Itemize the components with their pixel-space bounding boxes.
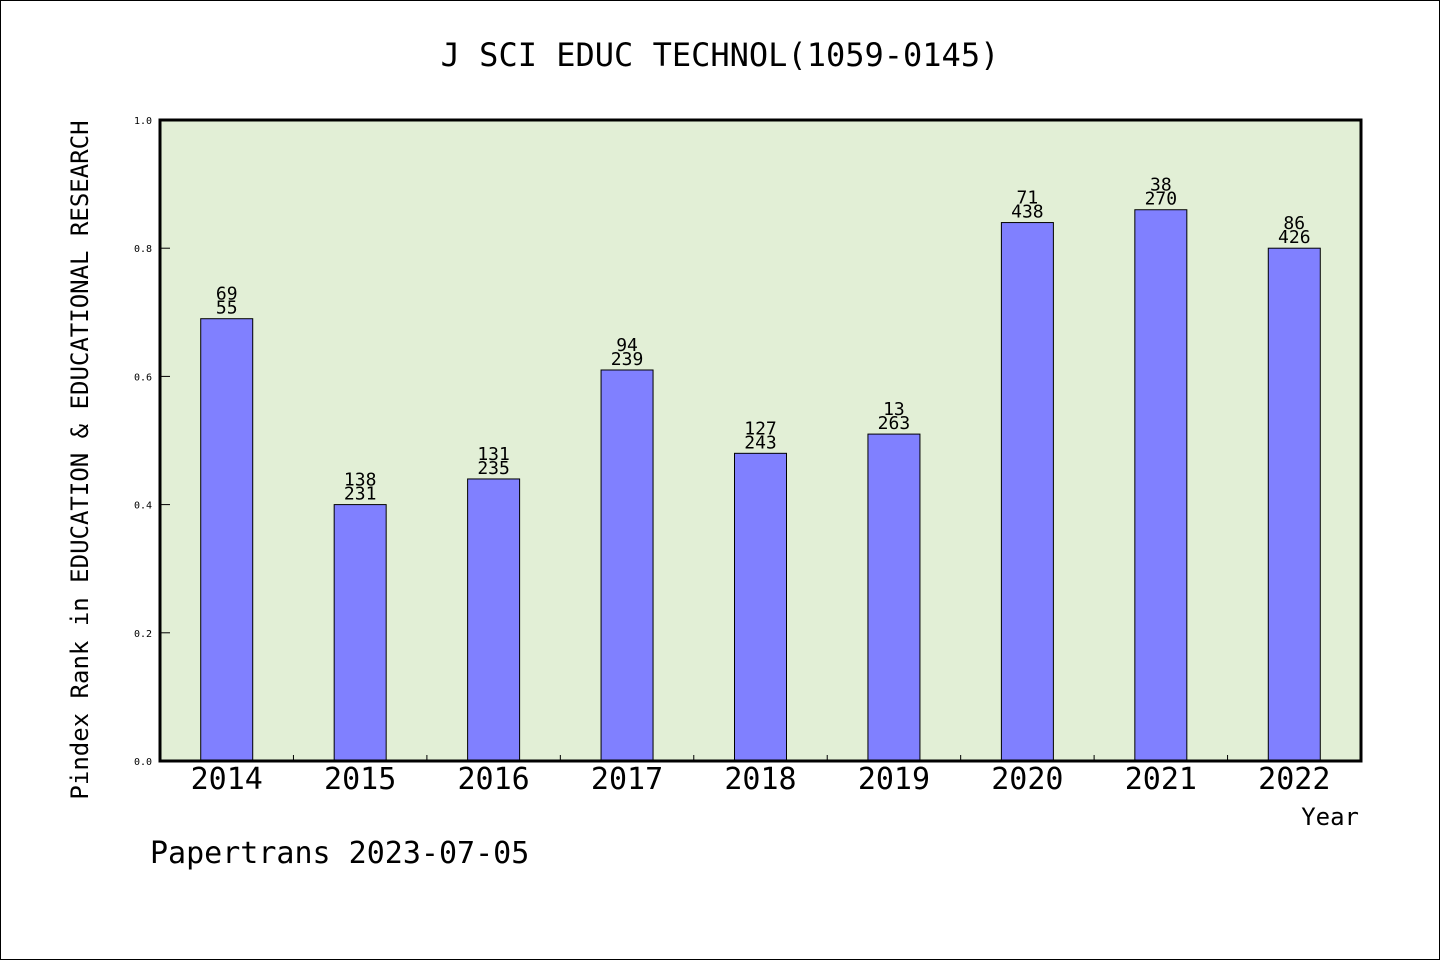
x-tick-label-2015: 2015 xyxy=(324,762,396,797)
bar-total-label-2021: 270 xyxy=(1145,189,1178,210)
bar-rank-label-2014: 69 xyxy=(216,284,238,305)
bar-total-label-2022: 426 xyxy=(1278,227,1311,248)
bar-2014 xyxy=(200,318,254,762)
bars-layer xyxy=(200,209,1321,762)
bar-rank-label-2015: 138 xyxy=(344,470,377,491)
bar-total-label-2016: 235 xyxy=(477,458,510,479)
x-tick-label-2018: 2018 xyxy=(724,762,796,797)
plot-border xyxy=(158,118,1363,763)
y-tick-label-0.2: 0.2 xyxy=(134,629,152,640)
y-tick-label-0.0: 0.0 xyxy=(134,757,152,768)
bar-2020 xyxy=(1000,222,1054,762)
x-axis-label: Year xyxy=(1301,803,1359,831)
bar-rank-label-2021: 38 xyxy=(1150,175,1172,196)
chart-title: J SCI EDUC TECHNOL(1059-0145) xyxy=(441,36,1000,74)
bar-2017 xyxy=(600,369,654,762)
bar-total-label-2015: 231 xyxy=(344,484,377,505)
bar-rank-label-2016: 131 xyxy=(477,444,510,465)
bar-2022 xyxy=(1267,247,1321,762)
x-axis: 2014 2015 2016 2017 2018 2019 2020 2021 2022 xyxy=(191,755,1330,797)
bar-2016 xyxy=(467,478,521,762)
bar-2021 xyxy=(1134,209,1188,762)
x-tick-label-2021: 2021 xyxy=(1125,762,1197,797)
bar-total-label-2014: 55 xyxy=(216,298,238,319)
y-tick-label-1.0: 1.0 xyxy=(134,116,152,127)
x-tick-label-2020: 2020 xyxy=(991,762,1063,797)
y-tick-label-0.4: 0.4 xyxy=(134,501,152,512)
bar-total-label-2020: 438 xyxy=(1011,202,1044,223)
x-tick-label-2016: 2016 xyxy=(457,762,529,797)
x-tick-label-2017: 2017 xyxy=(591,762,663,797)
bar-rank-label-2020: 71 xyxy=(1017,188,1039,209)
bar-rank-label-2019: 13 xyxy=(883,399,905,420)
bar-2019 xyxy=(867,433,921,762)
x-tick-label-2014: 2014 xyxy=(191,762,263,797)
y-axis-label: Pindex Rank in EDUCATION & EDUCATIONAL R… xyxy=(66,120,94,799)
bar-rank-label-2017: 94 xyxy=(616,335,638,356)
bar-rank-label-2022: 86 xyxy=(1283,213,1305,234)
bar-2015 xyxy=(333,504,387,762)
y-axis: 0.0 0.2 0.4 0.6 0.8 1.0 xyxy=(134,116,170,768)
x-tick-label-2022: 2022 xyxy=(1258,762,1330,797)
y-tick-label-0.6: 0.6 xyxy=(134,372,152,383)
bar-total-label-2018: 243 xyxy=(744,432,777,453)
bar-total-label-2017: 239 xyxy=(611,349,644,370)
bar-rank-label-2018: 127 xyxy=(744,418,777,439)
y-tick-label-0.8: 0.8 xyxy=(134,244,152,255)
x-tick-label-2019: 2019 xyxy=(858,762,930,797)
bar-total-label-2019: 263 xyxy=(878,413,911,434)
footer-credit: Papertrans 2023-07-05 xyxy=(150,836,529,871)
bar-2018 xyxy=(734,452,787,762)
